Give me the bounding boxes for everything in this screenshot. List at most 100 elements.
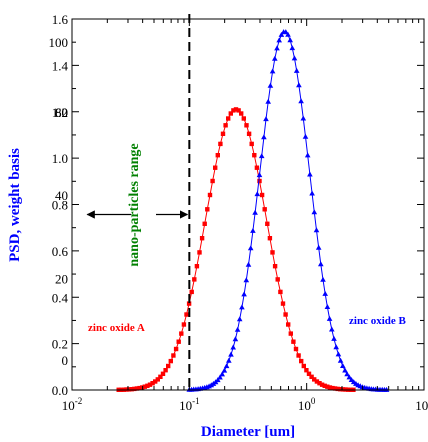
data-point [176,339,181,344]
data-point [259,192,265,198]
range-label: nano-particles range [127,143,142,266]
data-point [301,363,306,369]
data-point [145,383,150,388]
data-point [275,277,280,282]
data-point [272,55,278,61]
data-point [171,353,176,358]
data-point [289,45,296,51]
data-point [288,331,293,336]
data-point [274,45,280,51]
data-point [218,141,223,147]
data-point [233,107,239,112]
series-layer [116,29,390,392]
data-point [313,227,320,233]
overlay-tick-label: 0 [62,353,69,368]
data-point [223,123,228,128]
data-point [304,368,309,373]
data-point [335,386,340,392]
data-point [250,227,256,233]
data-point [331,335,337,341]
data-point [278,289,283,295]
data-point [344,371,350,377]
x-axis: 10-2 10-1 100 101 [62,19,428,413]
plot-frame [71,18,425,391]
overlay-tick-label: 100 [49,35,69,50]
data-point [265,221,270,226]
overlay-tick-label: 20 [55,272,68,287]
data-point [252,153,257,158]
x-tick-label: 100 [298,396,316,413]
series-label-zinc-oxide-b: zinc oxide B [349,315,406,327]
y-tick-label: 1.4 [52,58,69,73]
data-point [236,316,243,322]
data-point [231,108,236,113]
data-point [249,141,254,147]
data-point [327,385,333,390]
data-point [150,381,155,386]
data-point [276,37,282,43]
overlay-tick-label: 60 [55,105,68,120]
data-point [304,152,311,158]
data-point [283,312,288,317]
data-point [153,379,158,384]
y-tick-label: 0.8 [52,198,68,213]
data-point [296,353,301,358]
x-axis-title: Diameter [um] [201,424,295,440]
data-point [213,165,218,170]
data-point [210,178,215,184]
data-point [223,363,230,369]
data-point [285,31,291,37]
data-point [228,351,234,357]
data-point [258,153,265,159]
data-point [217,374,223,380]
series-zinc-oxide-a [116,107,356,392]
data-point [318,261,324,267]
data-point [335,351,342,357]
data-point [158,374,163,379]
data-point [126,387,132,392]
data-point [319,382,325,387]
y-tick-label: 0.0 [52,383,68,398]
data-point [173,346,179,352]
data-point [137,385,142,391]
y-tick-label: 1.6 [52,12,69,27]
data-point [322,383,327,388]
overlay-tick-label: 80 [55,105,68,120]
data-point [155,377,160,382]
data-point [192,277,197,282]
data-point [219,371,225,377]
data-point [293,346,299,352]
data-point [221,367,228,373]
data-point [245,261,252,267]
x-tick-label: 10-1 [179,396,200,413]
data-point [256,172,263,178]
data-point [340,387,346,392]
data-point [333,344,339,350]
data-point [309,190,315,196]
data-point [215,153,220,158]
data-point [287,37,293,43]
data-point [254,191,261,197]
data-point [270,250,275,255]
data-point [338,387,343,392]
data-point [262,207,267,212]
data-point [330,385,335,391]
data-point [234,326,241,332]
x-tick-label: 101 [415,396,428,413]
data-point [132,386,137,392]
data-point [142,384,147,389]
data-point [239,111,244,116]
data-point [184,312,189,317]
data-point [329,326,335,332]
data-point [263,116,269,122]
data-point [306,371,312,376]
data-point [299,358,304,364]
data-point [383,386,390,392]
data-point [311,209,318,215]
data-point [296,82,302,88]
data-point [247,245,254,251]
data-point [293,67,300,73]
data-point [326,315,333,321]
